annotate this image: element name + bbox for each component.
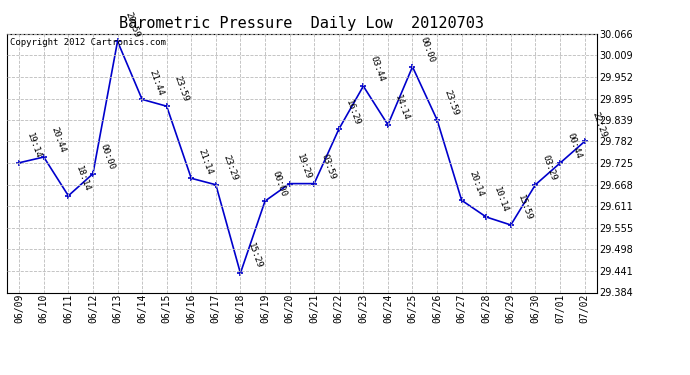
Text: 23:59: 23:59	[442, 89, 460, 117]
Text: 23:59: 23:59	[172, 75, 190, 104]
Text: 00:00: 00:00	[270, 170, 288, 198]
Text: 21:44: 21:44	[148, 68, 166, 97]
Text: 20:44: 20:44	[49, 126, 67, 154]
Text: 00:44: 00:44	[566, 132, 583, 160]
Text: 20:59: 20:59	[123, 10, 141, 39]
Text: 19:14: 19:14	[25, 132, 42, 160]
Title: Barometric Pressure  Daily Low  20120703: Barometric Pressure Daily Low 20120703	[119, 16, 484, 31]
Text: 10:14: 10:14	[492, 186, 509, 214]
Text: 15:59: 15:59	[516, 194, 534, 222]
Text: 03:44: 03:44	[369, 55, 386, 83]
Text: 19:29: 19:29	[295, 153, 313, 181]
Text: 03:29: 03:29	[541, 154, 559, 182]
Text: 16:29: 16:29	[344, 98, 362, 127]
Text: 18:14: 18:14	[74, 165, 92, 193]
Text: 15:29: 15:29	[246, 242, 264, 270]
Text: Copyright 2012 Cartronics.com: Copyright 2012 Cartronics.com	[10, 38, 166, 46]
Text: 00:00: 00:00	[99, 142, 116, 171]
Text: 14:14: 14:14	[393, 94, 411, 122]
Text: 21:14: 21:14	[197, 147, 215, 176]
Text: 00:00: 00:00	[418, 36, 435, 64]
Text: 23:29: 23:29	[221, 154, 239, 182]
Text: 03:59: 03:59	[319, 153, 337, 181]
Text: 22:29: 22:29	[590, 110, 608, 139]
Text: 20:14: 20:14	[467, 169, 485, 198]
